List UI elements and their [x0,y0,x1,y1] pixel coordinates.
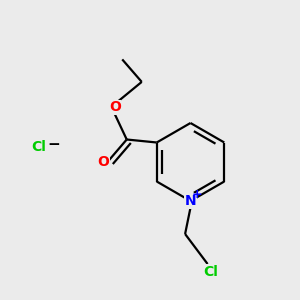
Text: Cl: Cl [203,265,218,278]
Text: N: N [185,194,196,208]
Text: +: + [192,188,203,201]
Text: −: − [47,137,60,152]
Text: O: O [98,155,109,169]
Text: Cl: Cl [32,140,46,154]
Text: O: O [109,100,121,114]
